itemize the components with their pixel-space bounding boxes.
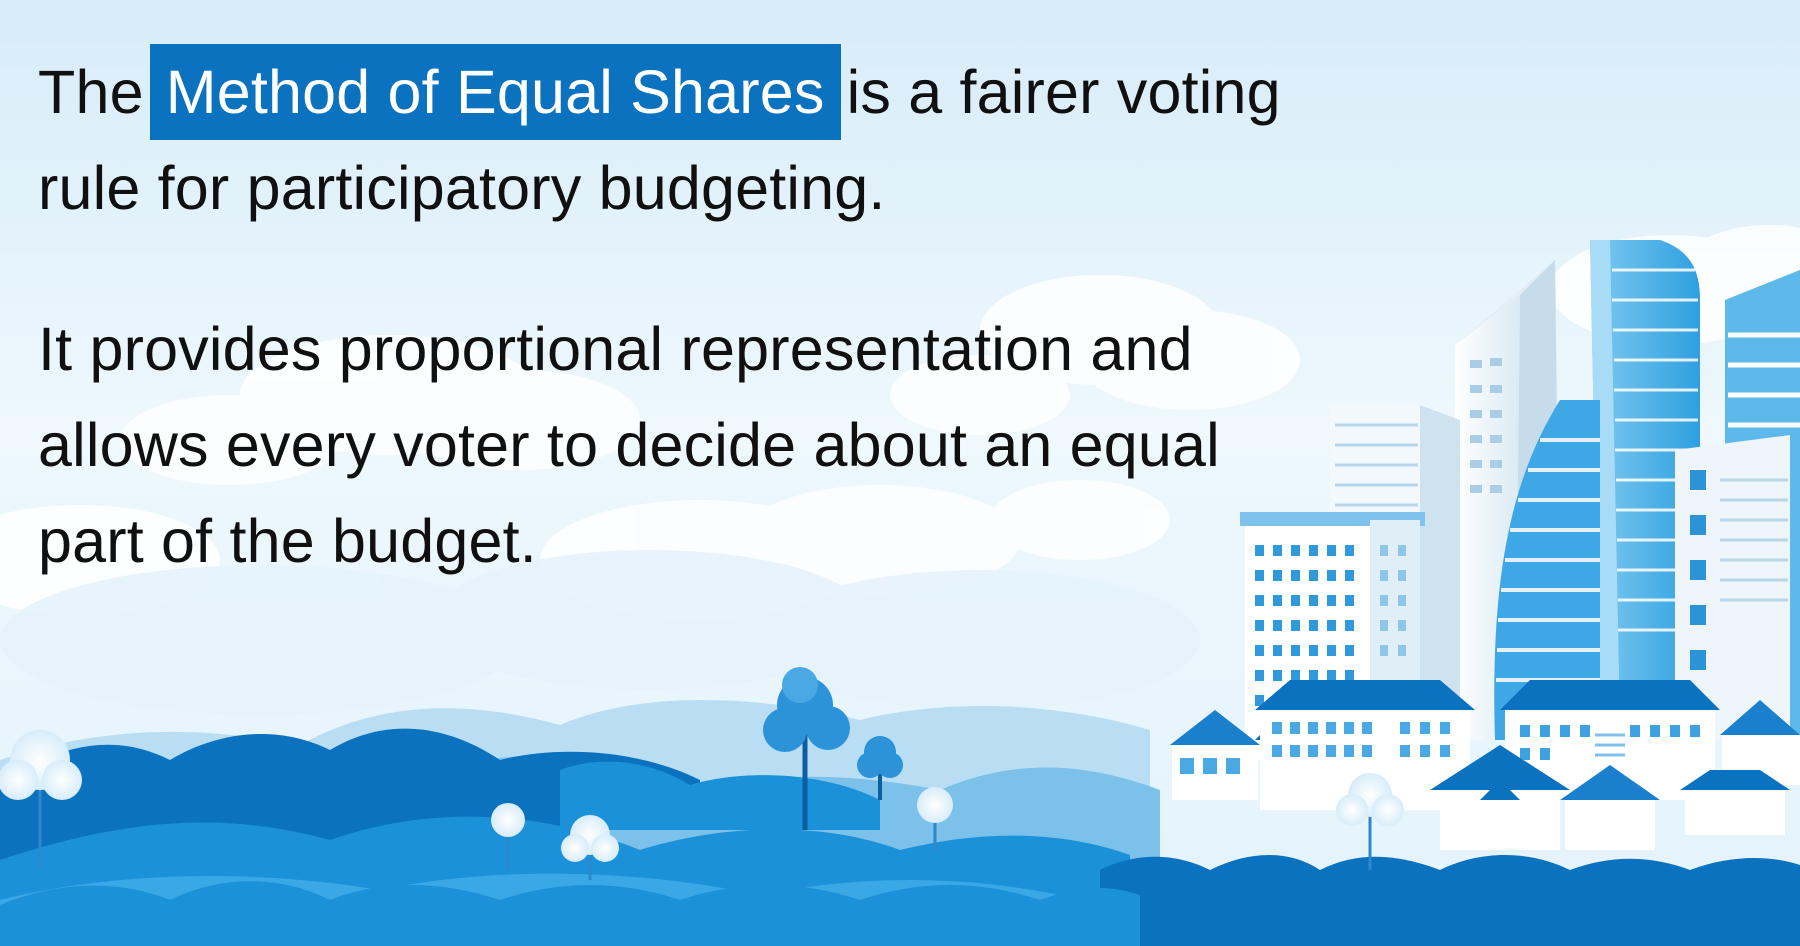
tower-right-edge [1675, 270, 1800, 740]
tree-blue-tall [763, 667, 850, 830]
tree-frost-small-3 [917, 787, 953, 850]
message-text: The Method of Equal Shares is a fairer vot… [38, 44, 1298, 589]
tree-frost-small-1 [491, 803, 525, 870]
method-highlight: Method of Equal Shares [149, 44, 841, 140]
intro-paragraph: The Method of Equal Shares is a fairer vot… [38, 44, 1298, 236]
description-paragraph: It provides proportional representation … [38, 315, 1220, 575]
house-right [1430, 680, 1800, 850]
tree-blue-small [857, 736, 903, 800]
tree-frost-small-2 [561, 815, 619, 880]
tree-frost-right [1336, 773, 1404, 870]
tree-frost-left [0, 730, 82, 870]
intro-suffix: is a fairer voting rule for participator… [38, 58, 1281, 222]
intro-prefix: The [38, 58, 144, 126]
